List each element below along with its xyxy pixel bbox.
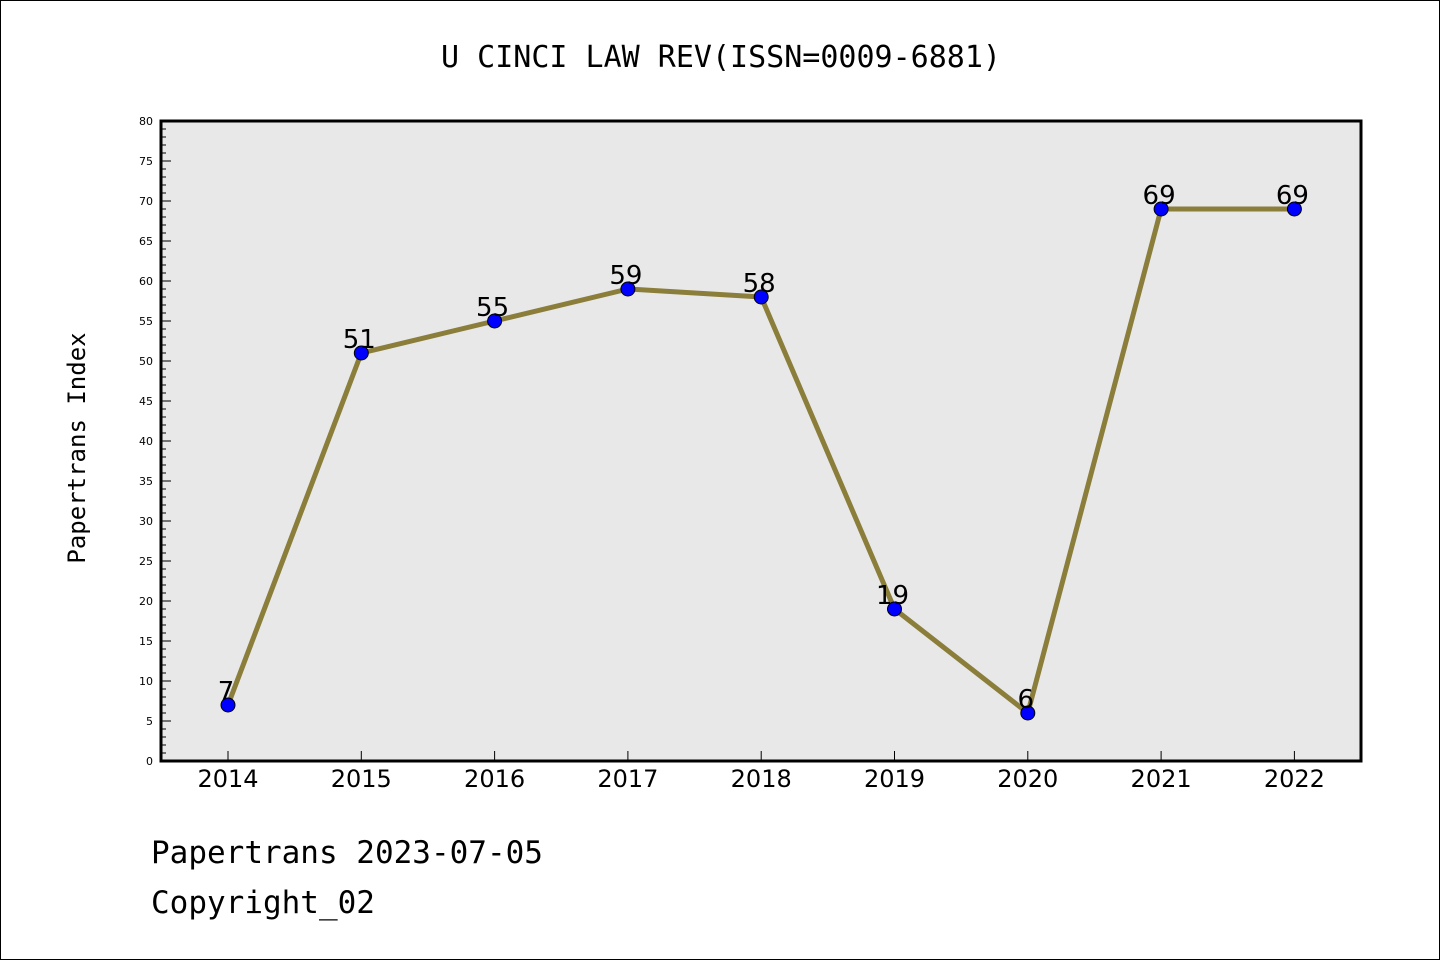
series-layer: 7 51 55 59 58 19 6 69 69 — [218, 181, 1309, 721]
x-axis: 2014 2015 2016 2017 2018 2019 2020 2021 2022 — [197, 751, 1325, 793]
data-point — [753, 289, 769, 305]
y-tick-label: 40 — [139, 435, 153, 448]
data-label: 55 — [476, 293, 509, 323]
x-tick-label: 2022 — [1264, 765, 1325, 793]
footer-copyright: Copyright_02 — [151, 885, 375, 921]
data-label: 19 — [876, 581, 909, 611]
y-tick-label: 55 — [139, 315, 153, 328]
y-tick-label: 15 — [139, 635, 153, 648]
data-label: 69 — [1143, 181, 1176, 211]
data-point — [887, 601, 902, 617]
data-label: 58 — [743, 269, 776, 299]
y-axis-label: Papertrans Index — [63, 332, 91, 563]
data-point — [1020, 705, 1036, 721]
y-tick-label: 30 — [139, 515, 153, 528]
data-label: 51 — [343, 325, 376, 355]
chart-title: U CINCI LAW REV(ISSN=0009-6881) — [441, 40, 1001, 75]
y-tick-label: 60 — [139, 275, 153, 288]
data-point — [1286, 201, 1302, 217]
x-tick-label: 2017 — [597, 765, 658, 793]
y-tick-label: 0 — [146, 755, 153, 768]
x-tick-label: 2018 — [731, 765, 792, 793]
x-tick-label: 2019 — [864, 765, 925, 793]
y-tick-label: 80 — [139, 115, 153, 128]
x-tick-label: 2015 — [331, 765, 392, 793]
y-tick-label: 10 — [139, 675, 153, 688]
y-tick-label: 35 — [139, 475, 153, 488]
data-label: 69 — [1276, 181, 1309, 211]
x-tick-label: 2020 — [997, 765, 1058, 793]
data-point — [487, 313, 503, 329]
y-axis: 0 5 10 15 20 25 30 35 40 45 50 55 60 65 70 75 80 — [139, 115, 171, 768]
footer-date: Papertrans 2023-07-05 — [151, 835, 543, 871]
y-tick-label: 25 — [139, 555, 153, 568]
y-tick-label: 20 — [139, 595, 153, 608]
data-label: 6 — [1018, 685, 1035, 715]
y-tick-label: 45 — [139, 395, 153, 408]
y-tick-label: 75 — [139, 155, 153, 168]
y-tick-label: 50 — [139, 355, 153, 368]
y-tick-label: 5 — [146, 715, 153, 728]
x-tick-label: 2014 — [197, 765, 258, 793]
data-point — [220, 697, 236, 713]
plot-frame — [159, 119, 1363, 763]
x-tick-label: 2021 — [1131, 765, 1192, 793]
data-point — [620, 281, 636, 297]
data-point — [353, 345, 369, 361]
plot-area — [161, 121, 1361, 761]
data-label: 59 — [609, 261, 642, 291]
data-point — [1153, 201, 1169, 217]
y-tick-label: 65 — [139, 235, 153, 248]
data-label: 7 — [218, 677, 235, 707]
x-tick-label: 2016 — [464, 765, 525, 793]
y-tick-label: 70 — [139, 195, 153, 208]
